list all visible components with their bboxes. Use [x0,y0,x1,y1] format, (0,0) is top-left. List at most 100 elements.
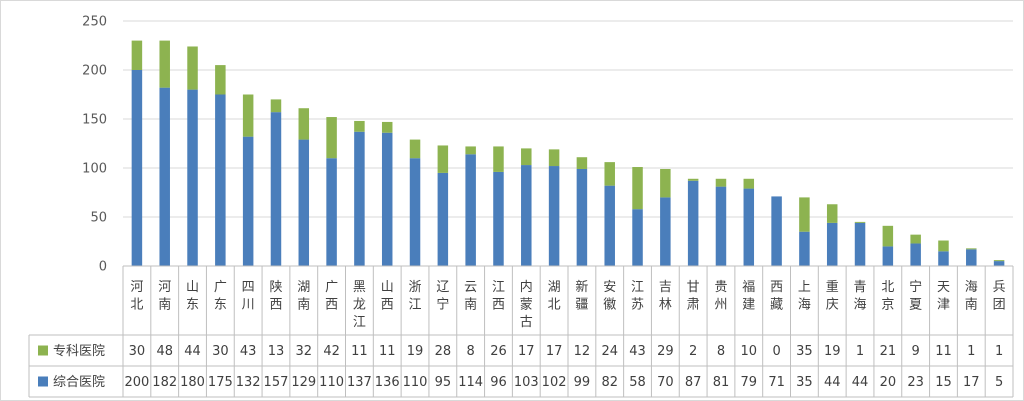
x-category-label: 新疆 [575,279,588,313]
x-category-label: 湖南 [297,280,310,313]
x-category-label: 广东 [214,280,227,313]
data-table-value: 110 [319,375,344,390]
bar-specialist [521,148,532,166]
x-category-label: 兵团 [993,280,1006,313]
data-table-value: 35 [796,344,813,359]
bar-specialist [604,162,615,186]
bar-specialist [882,225,894,247]
bar-specialist [548,149,560,167]
x-category-label: 四川 [242,280,255,313]
data-table-value: 19 [407,344,424,359]
bar-general [771,196,782,266]
bar-general [687,180,699,266]
legend-label: 综合医院 [53,375,105,390]
data-table-value: 82 [601,375,618,390]
data-table-value: 42 [323,344,340,359]
x-category-label: 黑龙江 [353,280,366,330]
bar-general [270,112,282,266]
bar-specialist [826,204,838,223]
data-table-value: 15 [935,375,952,390]
data-table-value: 28 [435,344,452,359]
bar-specialist [381,121,393,133]
bar-general [187,89,198,266]
bar-general [993,261,1005,266]
data-table-value: 1 [967,344,975,359]
data-table-value: 48 [156,344,173,359]
x-category-label: 福建 [742,280,755,313]
data-table-value: 30 [129,344,146,359]
bar-specialist [187,46,198,90]
bar-specialist [437,145,449,173]
data-table-value: 132 [236,375,261,390]
x-category-label: 青海 [854,280,867,313]
data-table-value: 0 [772,344,780,359]
data-table-value: 129 [291,375,316,390]
x-category-label: 宁夏 [909,279,922,313]
bar-specialist [131,40,143,70]
x-category-label: 重庆 [826,279,839,313]
x-category-label: 吉林 [659,280,672,313]
x-category-label: 天津 [937,280,950,313]
data-table-value: 136 [375,375,400,390]
bar-specialist [159,40,170,88]
data-table-value: 20 [880,375,897,390]
bar-specialist [966,248,977,250]
bar-general [938,251,949,266]
bar-general [326,158,337,266]
bar-specialist [660,168,671,198]
x-category-label: 山西 [381,280,394,313]
data-table-value: 103 [514,375,539,390]
data-table-value: 96 [490,375,507,390]
data-table-value: 43 [629,344,646,359]
bar-general [715,186,727,266]
data-table-value: 79 [741,375,758,390]
data-table-value: 114 [458,375,483,390]
bar-specialist [354,120,365,132]
x-category-label: 河北 [130,280,143,313]
data-table-value: 17 [546,344,563,359]
bar-general [131,70,143,266]
bar-general [437,172,449,266]
data-table-value: 200 [124,375,149,390]
data-table-value: 11 [935,344,952,359]
bar-specialist [715,178,727,187]
data-table-value: 44 [184,344,201,359]
bar-general [660,197,671,266]
x-category-label: 江西 [492,280,505,313]
data-table-value: 2 [689,344,697,359]
data-table-value: 44 [852,375,869,390]
x-category-label: 江苏 [631,280,644,313]
y-tick-label: 250 [82,15,107,30]
y-tick-label: 50 [90,211,107,226]
data-table-value: 70 [657,375,674,390]
bar-specialist [938,240,949,252]
bar-general [743,188,755,266]
data-table-value: 9 [912,344,920,359]
x-category-label: 山东 [186,280,199,313]
data-table-value: 8 [467,344,475,359]
x-category-label: 广西 [325,280,338,313]
x-category-label: 湖北 [548,280,561,313]
data-table-value: 110 [403,375,428,390]
bar-specialist [743,178,755,189]
bar-specialist [854,221,866,223]
y-tick-label: 200 [82,64,107,79]
bar-general [493,171,504,266]
data-table-value: 175 [208,375,233,390]
data-table-value: 8 [717,344,725,359]
data-table-value: 35 [796,375,813,390]
bar-specialist [215,65,226,95]
bar-general [159,87,170,266]
x-category-label: 海南 [965,280,978,313]
bar-specialist [687,178,699,181]
data-table-value: 44 [824,375,841,390]
data-table-value: 99 [574,375,591,390]
x-category-label: 云南 [464,280,477,313]
data-table-value: 13 [268,344,285,359]
bar-general [242,136,254,266]
bar-specialist [493,146,504,172]
x-category-label: 甘肃 [687,280,700,313]
bar-specialist [632,167,643,210]
x-category-label: 辽宁 [436,280,449,313]
